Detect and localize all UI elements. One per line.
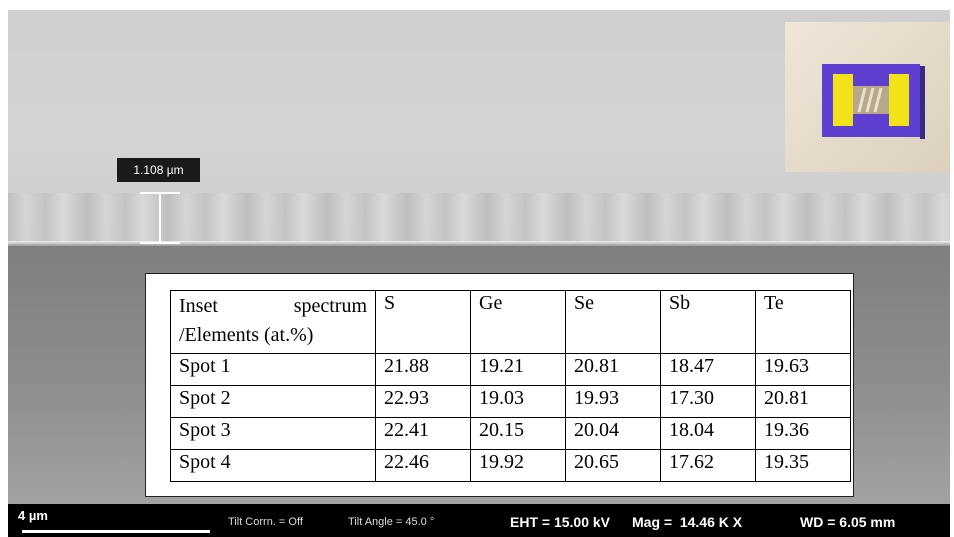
tilt-corr: Tilt Corrn. = Off — [228, 516, 303, 528]
composition-table: Inset spectrum /Elements (at.%) S Ge Se Sb Te… — [170, 290, 851, 482]
scale-bar-label: 4 µm — [18, 508, 48, 523]
table-cell: 20.81 — [755, 385, 851, 418]
table-cell: Spot 4 — [170, 449, 376, 482]
table-cell: 19.36 — [755, 417, 851, 450]
measurement-label: 1.108 µm — [117, 158, 200, 182]
table-cell: 19.35 — [755, 449, 851, 482]
table-cell: 22.93 — [375, 385, 471, 418]
table-row: Spot 2 22.93 19.03 19.93 17.30 20.81 — [170, 385, 851, 418]
table-cell: Se — [565, 290, 661, 354]
table-row: Spot 4 22.46 19.92 20.65 17.62 19.35 — [170, 449, 851, 482]
table-row: Spot 3 22.41 20.15 20.04 18.04 19.36 — [170, 417, 851, 450]
table-cell: 19.63 — [755, 353, 851, 386]
table-cell: 17.30 — [660, 385, 756, 418]
device-photo — [822, 64, 925, 139]
table-cell: 20.15 — [470, 417, 566, 450]
scale-bar — [22, 530, 210, 533]
table-cell: 19.92 — [470, 449, 566, 482]
sem-edge — [8, 241, 950, 246]
wd: WD = 6.05 mm — [800, 514, 896, 530]
sem-image: 1.108 µm Inset spectrum /Elements (at.%)… — [8, 10, 950, 537]
table-cell: 22.41 — [375, 417, 471, 450]
table-cell: 20.81 — [565, 353, 661, 386]
sem-film — [8, 193, 950, 243]
table-cell: 19.03 — [470, 385, 566, 418]
table-cell: Spot 2 — [170, 385, 376, 418]
table-cell: Ge — [470, 290, 566, 354]
table-cell: Spot 3 — [170, 417, 376, 450]
table-cell: Inset spectrum /Elements (at.%) — [170, 290, 376, 354]
table-cell: 18.47 — [660, 353, 756, 386]
mag: Mag = 14.46 K X — [632, 514, 743, 530]
table-cell: 17.62 — [660, 449, 756, 482]
inset-photo — [785, 22, 950, 172]
inset-table-box: Inset spectrum /Elements (at.%) S Ge Se Sb Te… — [145, 273, 854, 497]
tilt-angle: Tilt Angle = 45.0 ° — [348, 516, 435, 528]
table-cell: 22.46 — [375, 449, 471, 482]
table-cell: Sb — [660, 290, 756, 354]
table-row: Spot 1 21.88 19.21 20.81 18.47 19.63 — [170, 353, 851, 386]
table-cell: S — [375, 290, 471, 354]
eht: EHT = 15.00 kV — [510, 514, 611, 530]
table-cell: 19.21 — [470, 353, 566, 386]
sem-info-bar: 4 µm Tilt Corrn. = Off Tilt Angle = 45.0… — [8, 504, 950, 537]
table-cell: Te — [755, 290, 851, 354]
table-cell: 20.04 — [565, 417, 661, 450]
table-cell: 19.93 — [565, 385, 661, 418]
table-cell: 21.88 — [375, 353, 471, 386]
measurement-bracket — [140, 192, 180, 244]
table-cell: 20.65 — [565, 449, 661, 482]
table-cell: 18.04 — [660, 417, 756, 450]
header-row: Inset spectrum /Elements (at.%) S Ge Se Sb Te — [170, 290, 851, 354]
table-cell: Spot 1 — [170, 353, 376, 386]
